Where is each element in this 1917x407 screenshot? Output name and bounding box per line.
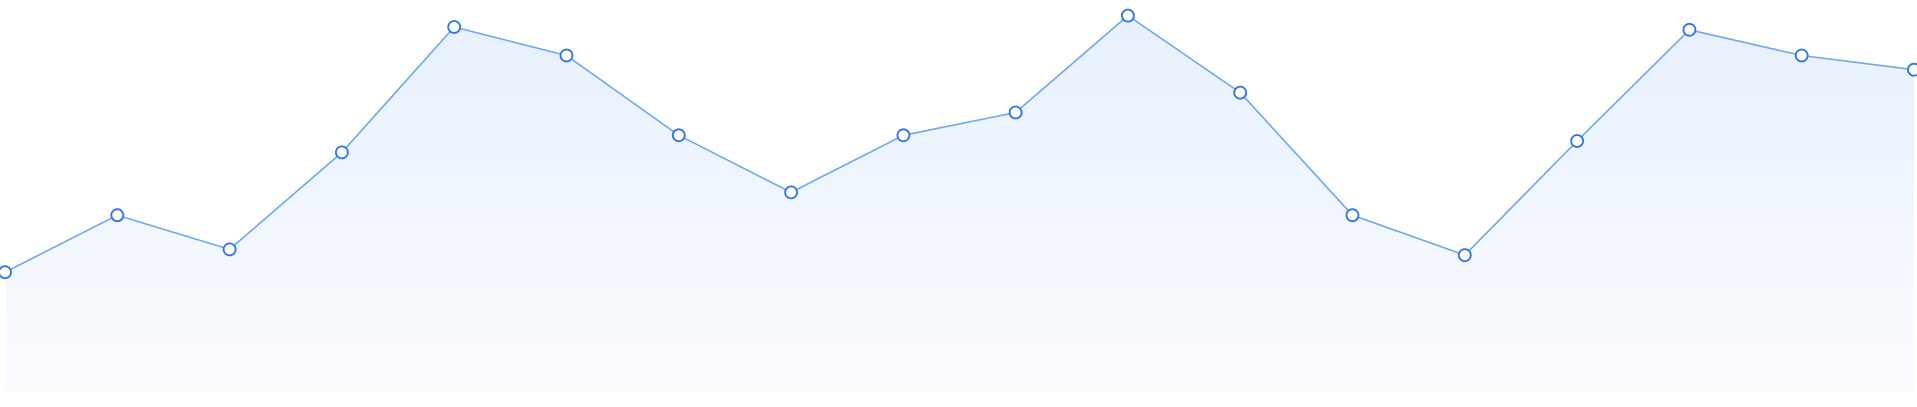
data-point-6[interactable]	[559, 48, 574, 63]
data-point-1[interactable]	[0, 265, 12, 280]
data-point-14[interactable]	[1457, 248, 1472, 263]
data-point-4[interactable]	[334, 145, 349, 160]
data-point-11[interactable]	[1121, 8, 1135, 23]
data-point-10[interactable]	[1008, 105, 1023, 120]
data-point-5[interactable]	[447, 20, 462, 34]
data-point-markers	[0, 8, 1917, 280]
data-point-13[interactable]	[1345, 208, 1360, 223]
data-point-9[interactable]	[896, 128, 911, 143]
series-line	[4, 14, 1915, 273]
data-point-2[interactable]	[110, 208, 125, 223]
data-point-17[interactable]	[1794, 48, 1809, 63]
data-point-15[interactable]	[1570, 134, 1584, 148]
area-fill	[5, 15, 1914, 392]
data-point-12[interactable]	[1233, 85, 1248, 100]
data-point-7[interactable]	[671, 128, 686, 143]
data-point-3[interactable]	[222, 242, 237, 257]
data-point-18[interactable]	[1907, 62, 1917, 77]
data-point-16[interactable]	[1682, 22, 1697, 37]
data-point-8[interactable]	[784, 185, 798, 200]
